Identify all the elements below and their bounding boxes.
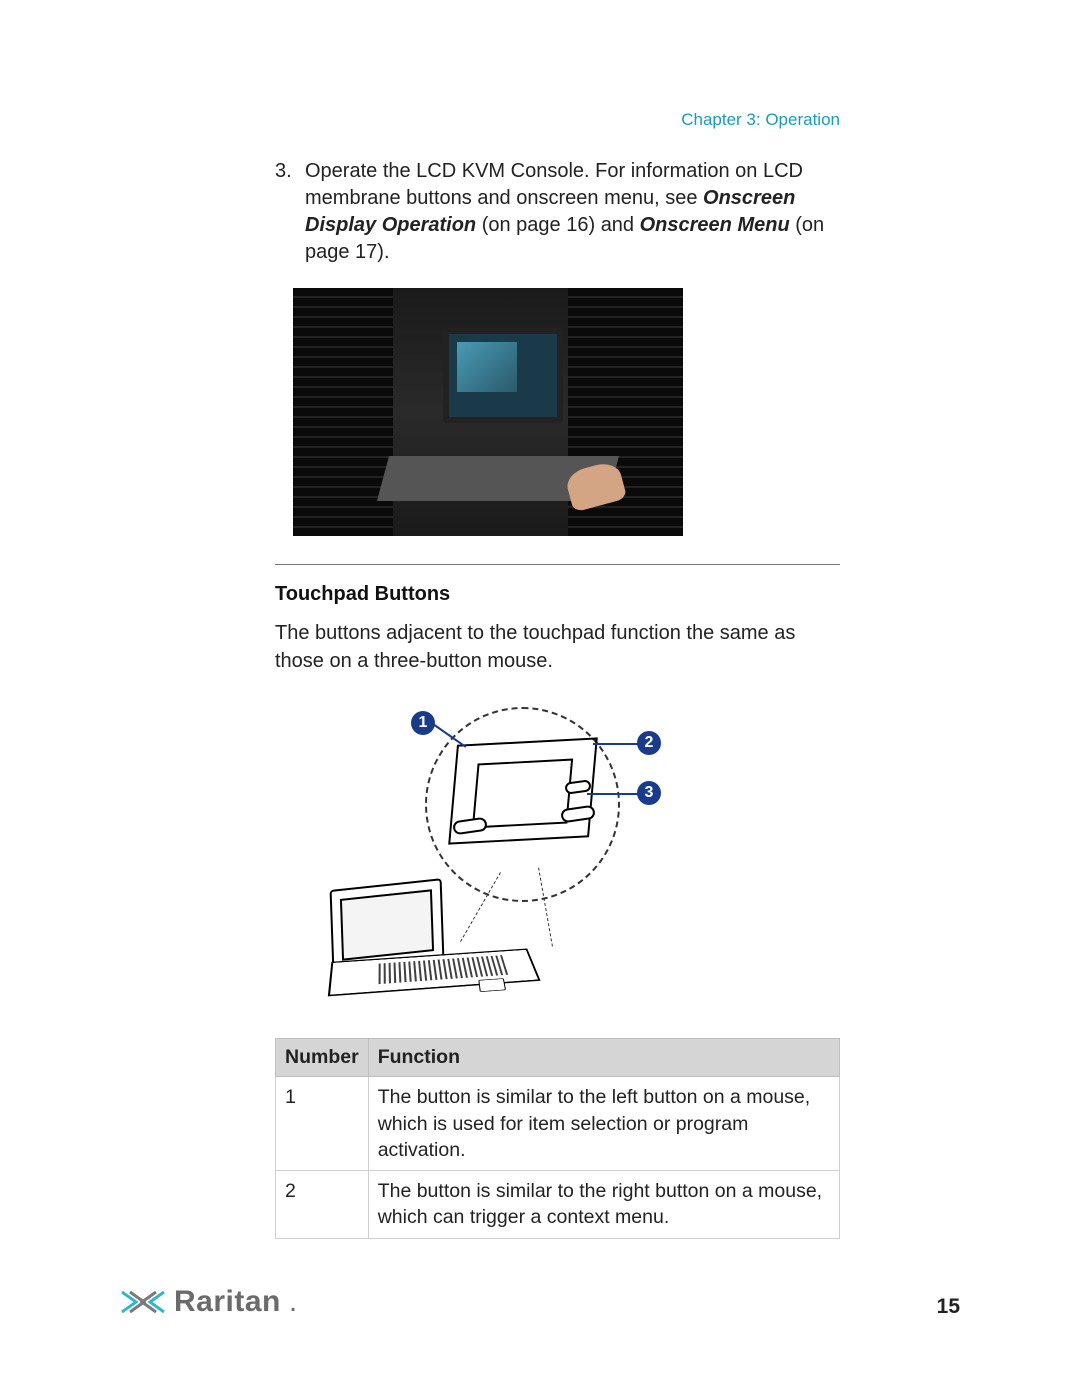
- callout-badge-1: 1: [411, 711, 435, 735]
- raritan-logo: Raritan.: [120, 1285, 297, 1319]
- table-cell-function: The button is similar to the right butto…: [368, 1171, 839, 1239]
- table-cell-number: 1: [276, 1077, 369, 1171]
- table-cell-number: 2: [276, 1171, 369, 1239]
- table-header-row: Number Function: [276, 1039, 840, 1077]
- chapter-header: Chapter 3: Operation: [275, 110, 840, 130]
- step-3: 3. Operate the LCD KVM Console. For info…: [275, 158, 840, 266]
- chapter-header-text: Chapter 3: Operation: [681, 110, 840, 129]
- section-rule: [275, 564, 840, 565]
- kvm-drawer-drawing: [311, 884, 551, 1006]
- callout-line-2: [593, 743, 639, 745]
- callout-badge-3: 3: [637, 781, 661, 805]
- touchpad-small: [478, 978, 506, 992]
- callout-line-3: [587, 793, 639, 795]
- table-cell-function: The button is similar to the left button…: [368, 1077, 839, 1171]
- console-screen: [443, 328, 563, 423]
- step-number: 3.: [275, 158, 305, 266]
- raritan-logo-dot: .: [289, 1285, 297, 1319]
- console-screen-glow: [457, 342, 517, 392]
- lcd-bezel: [340, 889, 434, 960]
- page-number: 15: [937, 1295, 960, 1319]
- touchpad-diagram-wrap: 1 2 3: [305, 699, 840, 1014]
- touchpad-surface: [472, 759, 573, 829]
- step-text-mid-1: (on page 16) and: [476, 214, 639, 236]
- console-photo-wrap: [293, 288, 840, 536]
- function-table: Number Function 1 The button is similar …: [275, 1038, 840, 1239]
- table-row: 1 The button is similar to the left butt…: [276, 1077, 840, 1171]
- step-text-emph-2: Onscreen Menu: [640, 214, 790, 236]
- table-header-number: Number: [276, 1039, 369, 1077]
- raritan-logo-text: Raritan: [174, 1285, 281, 1319]
- page-footer: Raritan. 15: [120, 1285, 960, 1319]
- section-heading: Touchpad Buttons: [275, 583, 840, 606]
- console-photo: [293, 288, 683, 536]
- raritan-logo-icon: [120, 1286, 166, 1318]
- table-header-function: Function: [368, 1039, 839, 1077]
- section-paragraph: The buttons adjacent to the touchpad fun…: [275, 620, 840, 675]
- callout-badge-2: 2: [637, 731, 661, 755]
- step-text: Operate the LCD KVM Console. For informa…: [305, 158, 840, 266]
- touchpad-diagram: 1 2 3: [305, 699, 680, 1014]
- table-row: 2 The button is similar to the right but…: [276, 1171, 840, 1239]
